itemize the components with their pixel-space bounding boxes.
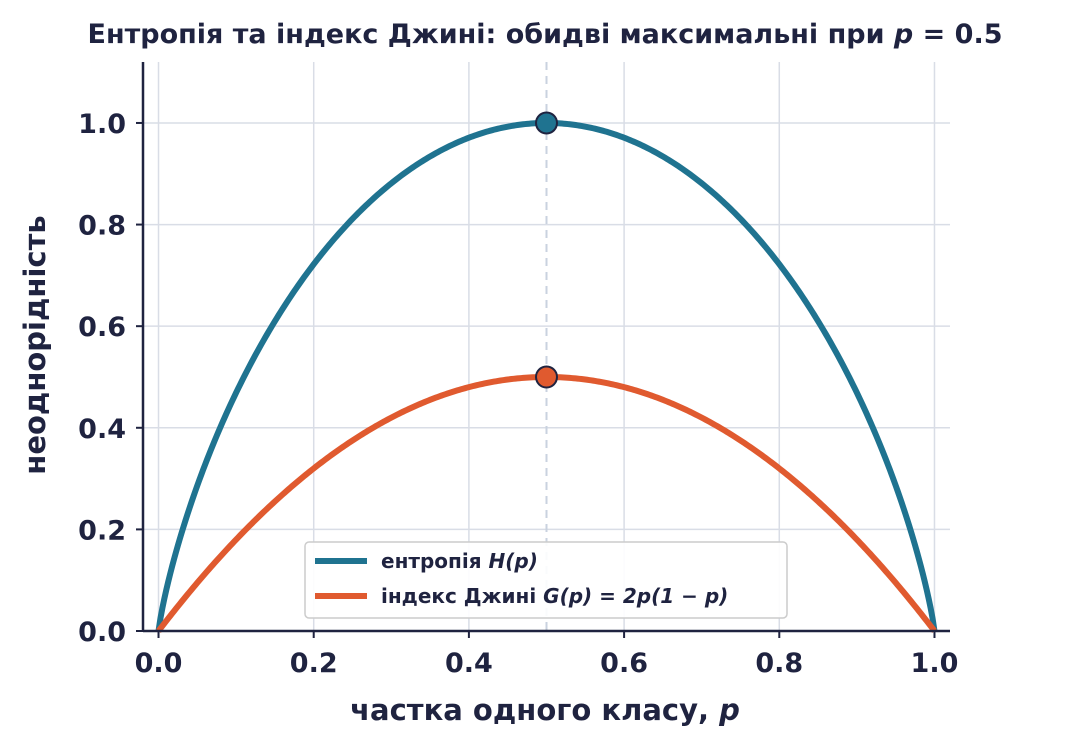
x-axis-label: частка одного класу, p xyxy=(350,693,740,727)
y-tick-label: 0.8 xyxy=(78,211,126,242)
legend-box xyxy=(304,541,788,619)
legend-gini-name: індекс Джині xyxy=(381,584,536,608)
legend: ентропія H(p) індекс Джині G(p) = 2p(1 −… xyxy=(304,541,788,619)
y-tick-label: 1.0 xyxy=(78,109,126,140)
x-tick-label: 0.2 xyxy=(290,648,338,679)
x-tick-label: 0.8 xyxy=(755,648,803,679)
chart-title-var: p xyxy=(893,19,913,50)
y-tick-label: 0.0 xyxy=(78,617,126,648)
legend-entropy-formula: H(p) xyxy=(489,549,538,573)
axes xyxy=(141,62,950,633)
legend-entry-gini: індекс Джині G(p) = 2p(1 − p) xyxy=(381,584,728,608)
legend-entry-entropy: ентропія H(p) xyxy=(381,549,538,573)
x-tick-label: 0.4 xyxy=(445,648,493,679)
y-axis-label: неоднорідність xyxy=(18,215,52,474)
legend-gini-formula: G(p) = 2p(1 − p) xyxy=(543,584,728,608)
y-tick-label: 0.2 xyxy=(78,515,126,546)
ticks: 0.0 0.2 0.4 0.6 0.8 1.0 0.0 0.2 0.4 0.6 0.8 1.0 xyxy=(78,109,958,679)
x-tick-label: 0.0 xyxy=(135,648,183,679)
chart-title-text: Ентропія та індекс Джині: обидві максима… xyxy=(88,19,885,50)
x-axis-label-var: p xyxy=(718,693,740,727)
chart-title: Ентропія та індекс Джині: обидві максима… xyxy=(88,19,1003,50)
chart-title-rel: = 0.5 xyxy=(923,19,1003,50)
x-tick-label: 0.6 xyxy=(600,648,648,679)
max-point-gini xyxy=(535,365,558,389)
y-tick-label: 0.4 xyxy=(78,414,126,445)
x-axis-label-text: частка одного класу, xyxy=(350,693,709,727)
legend-entropy-name: ентропія xyxy=(381,549,482,573)
y-tick-label: 0.6 xyxy=(78,312,126,343)
max-point-entropy xyxy=(535,111,558,135)
series-layer xyxy=(155,111,938,633)
x-tick-label: 1.0 xyxy=(911,648,959,679)
